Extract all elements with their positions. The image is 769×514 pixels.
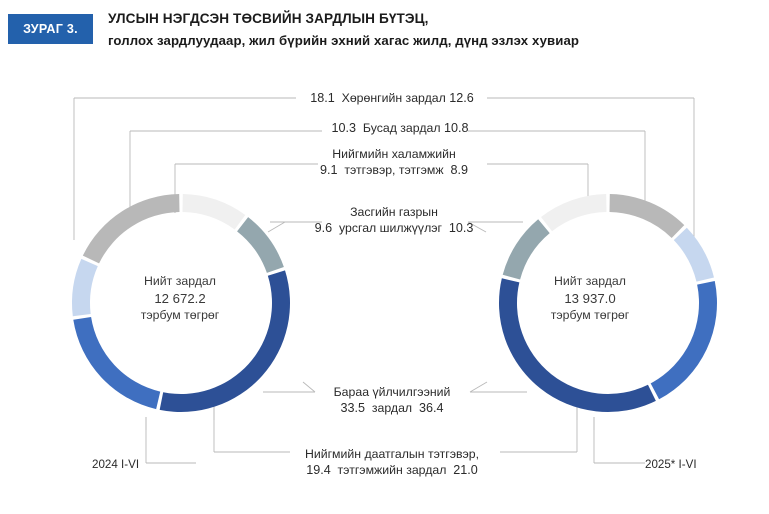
value-2024: 19.4 xyxy=(306,463,331,477)
donut-slice xyxy=(73,317,161,410)
center-unit-2025: тэрбум төгрөг xyxy=(550,308,630,322)
center-total-2025: 13 937.0 xyxy=(564,291,616,306)
category-label: 18.1 Хөрөнгийн зардал 12.6 xyxy=(242,90,542,106)
donut-slice xyxy=(498,278,656,413)
donut-slice xyxy=(72,258,98,317)
caption-2025: 2025* I-VI xyxy=(645,458,697,471)
donut-center-text-2024: Нийт зардал 12 672.2 тэрбум төгрөг xyxy=(90,273,270,324)
donut-slice xyxy=(237,217,284,273)
category-name-cont: тэтгэмжийн зардал xyxy=(330,463,454,477)
value-2025: 10.3 xyxy=(448,221,474,235)
donut-slice xyxy=(159,270,291,412)
leader-line xyxy=(302,381,316,393)
category-label: Засгийн газрын 9.6 урсгал шилжүүлэг 10.3 xyxy=(244,204,544,236)
header: ЗУРАГ 3. УЛСЫН НЭГДСЭН ТӨСВИЙН ЗАРДЛЫН Б… xyxy=(0,0,769,72)
value-2024: 9.6 xyxy=(314,221,333,235)
category-name-cont: зардал xyxy=(365,401,419,415)
donut-2025 xyxy=(498,194,717,413)
leader-line xyxy=(267,221,286,233)
category-name: Нийгмийн халамжийн xyxy=(332,147,456,161)
category-label: Бараа үйлчилгээний 33.5 зардал 36.4 xyxy=(242,384,542,416)
donut-slice xyxy=(650,280,717,400)
value-2024: 9.1 xyxy=(320,163,338,177)
value-2025: 8.9 xyxy=(450,163,468,177)
center-total-2024: 12 672.2 xyxy=(154,291,206,306)
category-name-cont: урсгал шилжүүлэг xyxy=(332,221,449,235)
donut-2024 xyxy=(72,194,291,412)
donut-slice xyxy=(502,219,550,280)
caption-2024: 2024 I-VI xyxy=(92,458,140,471)
value-2025: 21.0 xyxy=(453,463,478,477)
leader-line xyxy=(469,381,488,393)
center-label-2025: Нийт зардал xyxy=(554,274,626,288)
category-name: Бусад зардал xyxy=(356,121,444,135)
donut-slice xyxy=(82,194,180,264)
value-2025: 12.6 xyxy=(449,91,474,105)
category-label: 10.3 Бусад зардал 10.8 xyxy=(250,120,550,136)
value-2025: 10.8 xyxy=(443,121,469,135)
page-title-line1: УЛСЫН НЭГДСЭН ТӨСВИЙН ЗАРДЛЫН БҮТЭЦ, xyxy=(108,11,429,26)
category-name: Нийгмийн даатгалын тэтгэвэр, xyxy=(304,447,480,461)
page-title-line2: голлох зардлуудаар, жил бүрийн эхний хаг… xyxy=(108,33,580,48)
donut-slice xyxy=(541,194,607,232)
donut-slice xyxy=(673,227,714,282)
donut-center-text-2025: Нийт зардал 13 937.0 тэрбум төгрөг xyxy=(500,273,680,324)
figure-badge: ЗУРАГ 3. xyxy=(8,14,93,44)
category-name: Засгийн газрын xyxy=(350,205,438,219)
category-name-cont: тэтгэвэр, тэтгэмж xyxy=(337,163,451,177)
value-2024: 18.1 xyxy=(310,91,335,105)
value-2024: 33.5 xyxy=(340,401,366,415)
category-label: Нийгмийн халамжийн 9.1 тэтгэвэр, тэтгэмж … xyxy=(244,146,544,178)
category-label: Нийгмийн даатгалын тэтгэвэр, 19.4 тэтгэмж… xyxy=(242,446,542,478)
center-label-2024: Нийт зардал xyxy=(144,274,216,288)
leader-line xyxy=(467,221,487,233)
donut-slice xyxy=(182,194,246,230)
category-name: Хөрөнгийн зардал xyxy=(334,91,450,105)
value-2024: 10.3 xyxy=(331,121,357,135)
donut-slice xyxy=(609,194,685,238)
center-unit-2024: тэрбум төгрөг xyxy=(140,308,220,322)
value-2025: 36.4 xyxy=(418,401,444,415)
category-name: Бараа үйлчилгээний xyxy=(333,385,451,399)
leader-lines xyxy=(73,97,695,464)
